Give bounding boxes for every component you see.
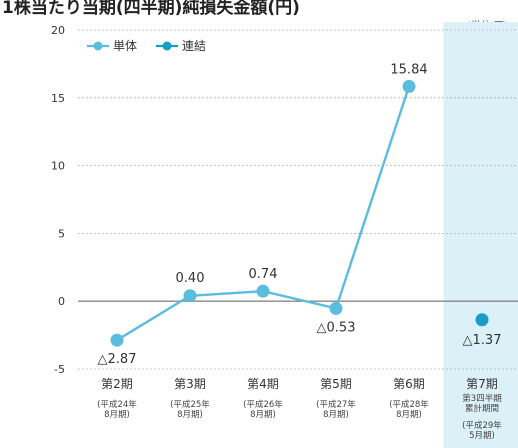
data-label: △2.87: [98, 352, 137, 367]
x-category-sub: (平成29年: [462, 420, 502, 431]
x-category-extra: 第3四半期: [462, 393, 501, 404]
chart-title: 1株当たり当期(四半期)純損失金額(円): [2, 0, 300, 18]
x-category-sub: 5月期): [469, 431, 495, 441]
data-label: 15.84: [390, 62, 427, 77]
y-tick-label: -5: [54, 363, 65, 376]
x-category-sub: 8月期): [396, 410, 422, 420]
legend-label: 連結: [182, 39, 206, 53]
x-category-sub: 8月期): [177, 410, 203, 420]
y-tick-label: 5: [58, 227, 65, 240]
highlight-band: [443, 22, 518, 448]
legend-marker: [162, 41, 172, 51]
x-category-sub: 8月期): [104, 410, 130, 420]
data-point: [402, 79, 416, 93]
x-category-label: 第4期: [247, 377, 279, 391]
legend-marker: [93, 41, 103, 51]
x-category-sub: (平成24年: [97, 399, 137, 410]
x-category-label: 第2期: [101, 377, 133, 391]
x-category-sub: 8月期): [323, 410, 349, 420]
data-label: △1.37: [463, 333, 502, 348]
x-category-extra: 累計期間: [465, 403, 499, 414]
x-category-label: 第6期: [393, 377, 425, 391]
data-label: 0.40: [176, 271, 205, 286]
x-category-label: 第7期: [466, 377, 498, 391]
legend-label: 単体: [113, 39, 137, 53]
y-tick-label: 15: [51, 92, 65, 105]
x-category-sub: (平成28年: [389, 399, 429, 410]
x-category-label: 第5期: [320, 377, 352, 391]
data-label: 0.74: [249, 267, 278, 282]
y-tick-label: 10: [51, 160, 65, 173]
x-category-label: 第3期: [174, 377, 206, 391]
y-tick-label: 0: [58, 295, 65, 308]
data-point: [110, 333, 124, 347]
x-category-sub: (平成25年: [170, 399, 210, 410]
x-category-sub: 8月期): [250, 410, 276, 420]
x-category-sub: (平成27年: [316, 399, 356, 410]
data-point: [256, 284, 270, 298]
data-point: [183, 289, 197, 303]
data-label: △0.53: [317, 320, 356, 335]
x-category-sub: (平成26年: [243, 399, 283, 410]
y-tick-label: 20: [51, 24, 65, 37]
data-point: [329, 301, 343, 315]
series-line-tanntai: [116, 86, 411, 342]
legend: 単体 連結: [87, 39, 206, 53]
data-point: [475, 313, 489, 327]
